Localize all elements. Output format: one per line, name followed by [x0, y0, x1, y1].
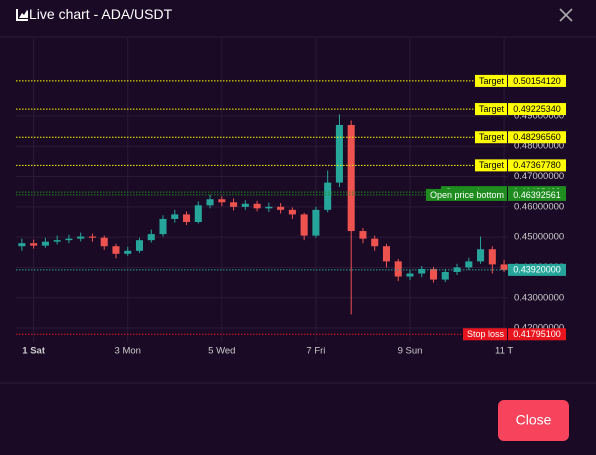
candle-body	[394, 261, 402, 277]
chart-icon	[16, 9, 28, 21]
candle-body	[159, 218, 167, 235]
level-name: Target	[479, 160, 505, 170]
price-label-box	[508, 328, 566, 341]
level-name: Target	[479, 76, 505, 86]
level-name: Stop loss	[467, 329, 505, 339]
candle-body	[206, 199, 214, 206]
candle-body	[371, 238, 379, 247]
level-name: Target	[479, 132, 505, 142]
candle-body	[382, 246, 390, 262]
level-name: Open price bottom	[430, 190, 504, 200]
y-tick-label: 0.42000000	[514, 323, 564, 334]
level-name-box	[474, 74, 507, 87]
level-name-box	[462, 328, 507, 341]
close-button-label: Close	[516, 412, 552, 428]
y-tick-label: 0.47000000	[514, 171, 564, 182]
candle-body	[194, 205, 202, 222]
price-label-box	[508, 74, 566, 87]
x-tick-label: 3 Mon	[115, 346, 141, 357]
y-tick-label: 0.48000000	[514, 141, 564, 152]
candle-body	[300, 214, 308, 236]
level-name-box	[474, 159, 507, 172]
candle-body	[241, 203, 249, 207]
candle-body	[147, 234, 155, 241]
candle-body	[18, 243, 26, 247]
candle-body	[230, 202, 238, 207]
x-tick-label: 1 Sat	[22, 346, 46, 357]
price-label-box	[508, 263, 566, 276]
level-name: Target	[479, 104, 505, 114]
level-name-box	[474, 103, 507, 116]
candle-body	[477, 249, 485, 262]
x-tick-label: 5 Wed	[208, 346, 235, 357]
candle-body	[312, 209, 320, 236]
candle-body	[171, 214, 179, 219]
chart: 0.420000000.430000000.440000000.45000000…	[16, 38, 566, 357]
price-label: 0.49225340	[513, 104, 561, 114]
candle-body	[406, 273, 414, 277]
candle-body	[488, 249, 496, 265]
x-tick-label: 11 T	[495, 346, 513, 357]
candle-body	[347, 124, 355, 232]
candle-body	[465, 261, 473, 268]
candle-body	[265, 206, 273, 209]
candle-body	[100, 237, 108, 247]
candle-body	[53, 240, 61, 242]
candle-body	[288, 209, 296, 215]
price-label: 0.43920000	[513, 265, 561, 275]
candle-body	[88, 236, 96, 238]
candle-body	[324, 182, 332, 210]
candle-body	[441, 271, 449, 280]
close-button[interactable]	[498, 400, 569, 441]
candle-body	[500, 264, 508, 270]
y-tick-label: 0.43000000	[514, 292, 564, 303]
close-icon[interactable]	[559, 8, 573, 22]
price-label-box	[508, 159, 566, 172]
price-label: 0.48296560	[513, 132, 561, 142]
candle-body	[77, 236, 85, 239]
price-label: 0.50154120	[513, 76, 561, 86]
price-label: 0.41795100	[513, 329, 561, 339]
candle-body	[429, 268, 438, 280]
x-tick-label: 7 Fri	[306, 346, 325, 357]
candle-body	[359, 231, 367, 239]
level-name-box	[474, 131, 507, 144]
candle-body	[277, 206, 285, 210]
modal-title: Live chart - ADA/USDT	[29, 6, 173, 22]
price-label: 0.47367780	[513, 160, 561, 170]
candle-body	[183, 214, 191, 222]
candle-body	[253, 203, 261, 209]
candle-body	[124, 250, 132, 254]
candle-body	[418, 268, 426, 274]
y-tick-label: 0.46000000	[514, 201, 564, 212]
x-tick-label: 9 Sun	[398, 346, 423, 357]
candle-body	[335, 124, 343, 183]
price-label: 0.46392561	[513, 190, 561, 200]
level-name-box	[425, 188, 507, 201]
y-tick-label: 0.45000000	[514, 232, 564, 243]
price-label-box	[508, 131, 566, 144]
candle-body	[30, 243, 38, 246]
candle-body	[218, 199, 226, 203]
y-tick-label: 0.49000000	[514, 110, 564, 121]
price-label-box	[508, 103, 566, 116]
candle-body	[135, 240, 144, 251]
candle-body	[41, 241, 49, 246]
candle-body	[65, 238, 73, 241]
candle-body	[112, 246, 120, 254]
price-label-box	[508, 188, 566, 201]
